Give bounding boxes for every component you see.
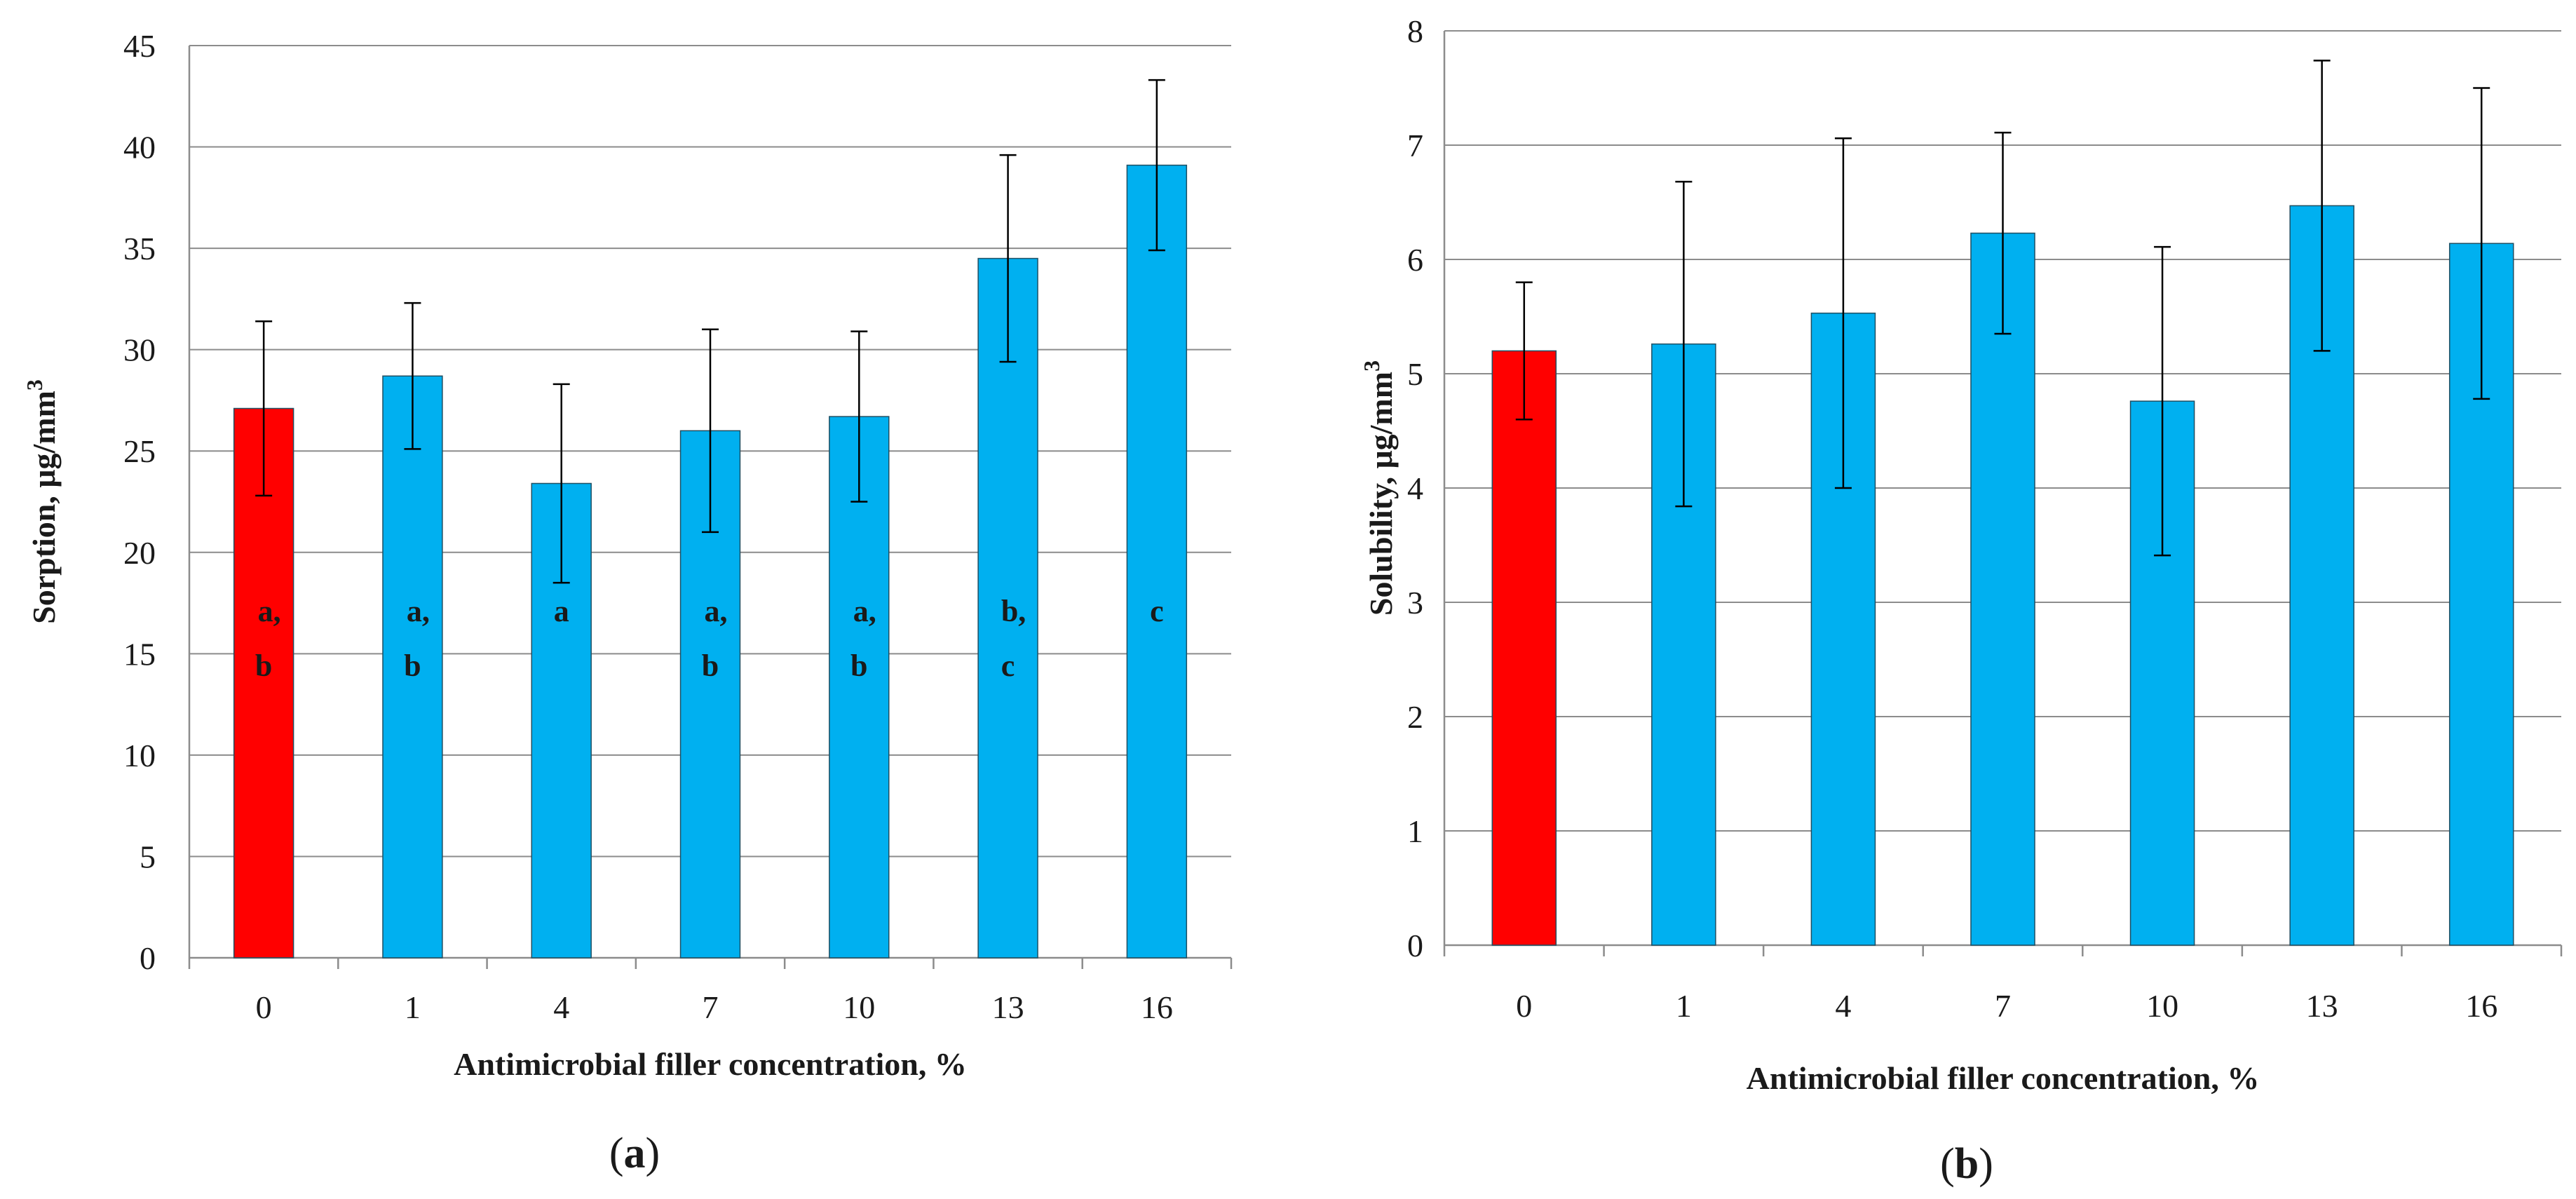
significance-label: b [850, 649, 867, 683]
significance-label: c [1001, 649, 1015, 683]
y-tick-label: 2 [1407, 699, 1423, 735]
significance-label: b, [1001, 594, 1026, 628]
significance-label: a [554, 594, 569, 628]
significance-label: b [404, 649, 421, 683]
y-tick-label: 4 [1407, 470, 1423, 506]
panel-label: (b) [1940, 1140, 1993, 1188]
y-tick-label: 25 [123, 433, 156, 469]
x-tick-label: 4 [1835, 988, 1851, 1024]
significance-label: c [1150, 594, 1164, 628]
significance-label: a, [705, 594, 728, 628]
x-tick-label: 0 [1516, 988, 1532, 1024]
x-tick-label: 16 [2465, 988, 2497, 1024]
x-tick-label: 16 [1141, 989, 1173, 1025]
y-axis-label-text: Sorption, μg/mm [26, 391, 62, 624]
significance-label: a, [853, 594, 876, 628]
y-tick-label: 35 [123, 231, 156, 266]
significance-label: a, [407, 594, 430, 628]
panel-label-close: ) [1979, 1140, 1993, 1188]
panel-label-letter: a [624, 1130, 646, 1177]
chart-panel-a: 0 5 10 15 20 25 30 35 40 45 0 a, b 1 a, b 4 a 7 a, b 10 a, b 13 b… [22, 28, 1233, 1177]
y-axis-label-superscript: 3 [1359, 360, 1384, 372]
chart-panel-b: 0 1 2 3 4 5 6 7 8 0 1 4 7 10 13 16 Solubility, μg/mm3 Ant… [1359, 13, 2563, 1188]
x-tick-label: 4 [553, 989, 569, 1025]
x-tick-label: 10 [843, 989, 875, 1025]
y-tick-label: 40 [123, 130, 156, 165]
panel-label-open: ( [1940, 1140, 1955, 1188]
panel-label-open: ( [609, 1130, 624, 1177]
y-axis-label-superscript: 3 [22, 379, 47, 391]
x-tick-label: 13 [992, 989, 1024, 1025]
significance-label: a, [258, 594, 281, 628]
y-tick-label: 45 [123, 28, 156, 64]
y-tick-label: 30 [123, 332, 156, 368]
x-tick-label: 7 [703, 989, 719, 1025]
bar-10 [829, 416, 890, 958]
y-tick-label: 20 [123, 535, 156, 571]
y-tick-label: 6 [1407, 242, 1423, 278]
x-tick-label: 13 [2306, 988, 2338, 1024]
bar-13 [977, 257, 1038, 958]
bar-16 [1126, 164, 1188, 958]
significance-label: b [255, 649, 272, 683]
panel-label: (a) [609, 1130, 660, 1177]
y-tick-label: 8 [1407, 13, 1423, 49]
y-axis-label-text: Solubility, μg/mm [1363, 372, 1399, 616]
y-tick-label: 0 [1407, 928, 1423, 963]
bar-1 [382, 375, 443, 958]
y-tick-label: 7 [1407, 128, 1423, 163]
x-tick-label: 7 [1995, 988, 2011, 1024]
y-tick-label: 5 [140, 839, 156, 874]
bar-7 [1970, 232, 2035, 946]
y-tick-label: 1 [1407, 813, 1423, 849]
y-tick-label: 3 [1407, 585, 1423, 621]
y-axis-label: Sorption, μg/mm3 [22, 379, 62, 624]
x-axis-label: Antimicrobial filler concentration, % [1747, 1060, 2260, 1096]
x-tick-label: 1 [1676, 988, 1692, 1024]
y-tick-label: 5 [1407, 356, 1423, 392]
x-axis-label: Antimicrobial filler concentration, % [454, 1046, 967, 1082]
panel-label-close: ) [646, 1130, 660, 1177]
y-axis-label: Solubility, μg/mm3 [1359, 360, 1399, 616]
y-tick-label: 15 [123, 636, 156, 672]
bar-0 [1491, 350, 1557, 946]
y-tick-label: 0 [140, 940, 156, 976]
y-tick-label: 10 [123, 738, 156, 773]
significance-label: b [702, 649, 719, 683]
x-tick-label: 1 [405, 989, 421, 1025]
x-tick-label: 10 [2146, 988, 2178, 1024]
x-tick-label: 0 [256, 989, 272, 1025]
panel-label-letter: b [1955, 1140, 1979, 1188]
